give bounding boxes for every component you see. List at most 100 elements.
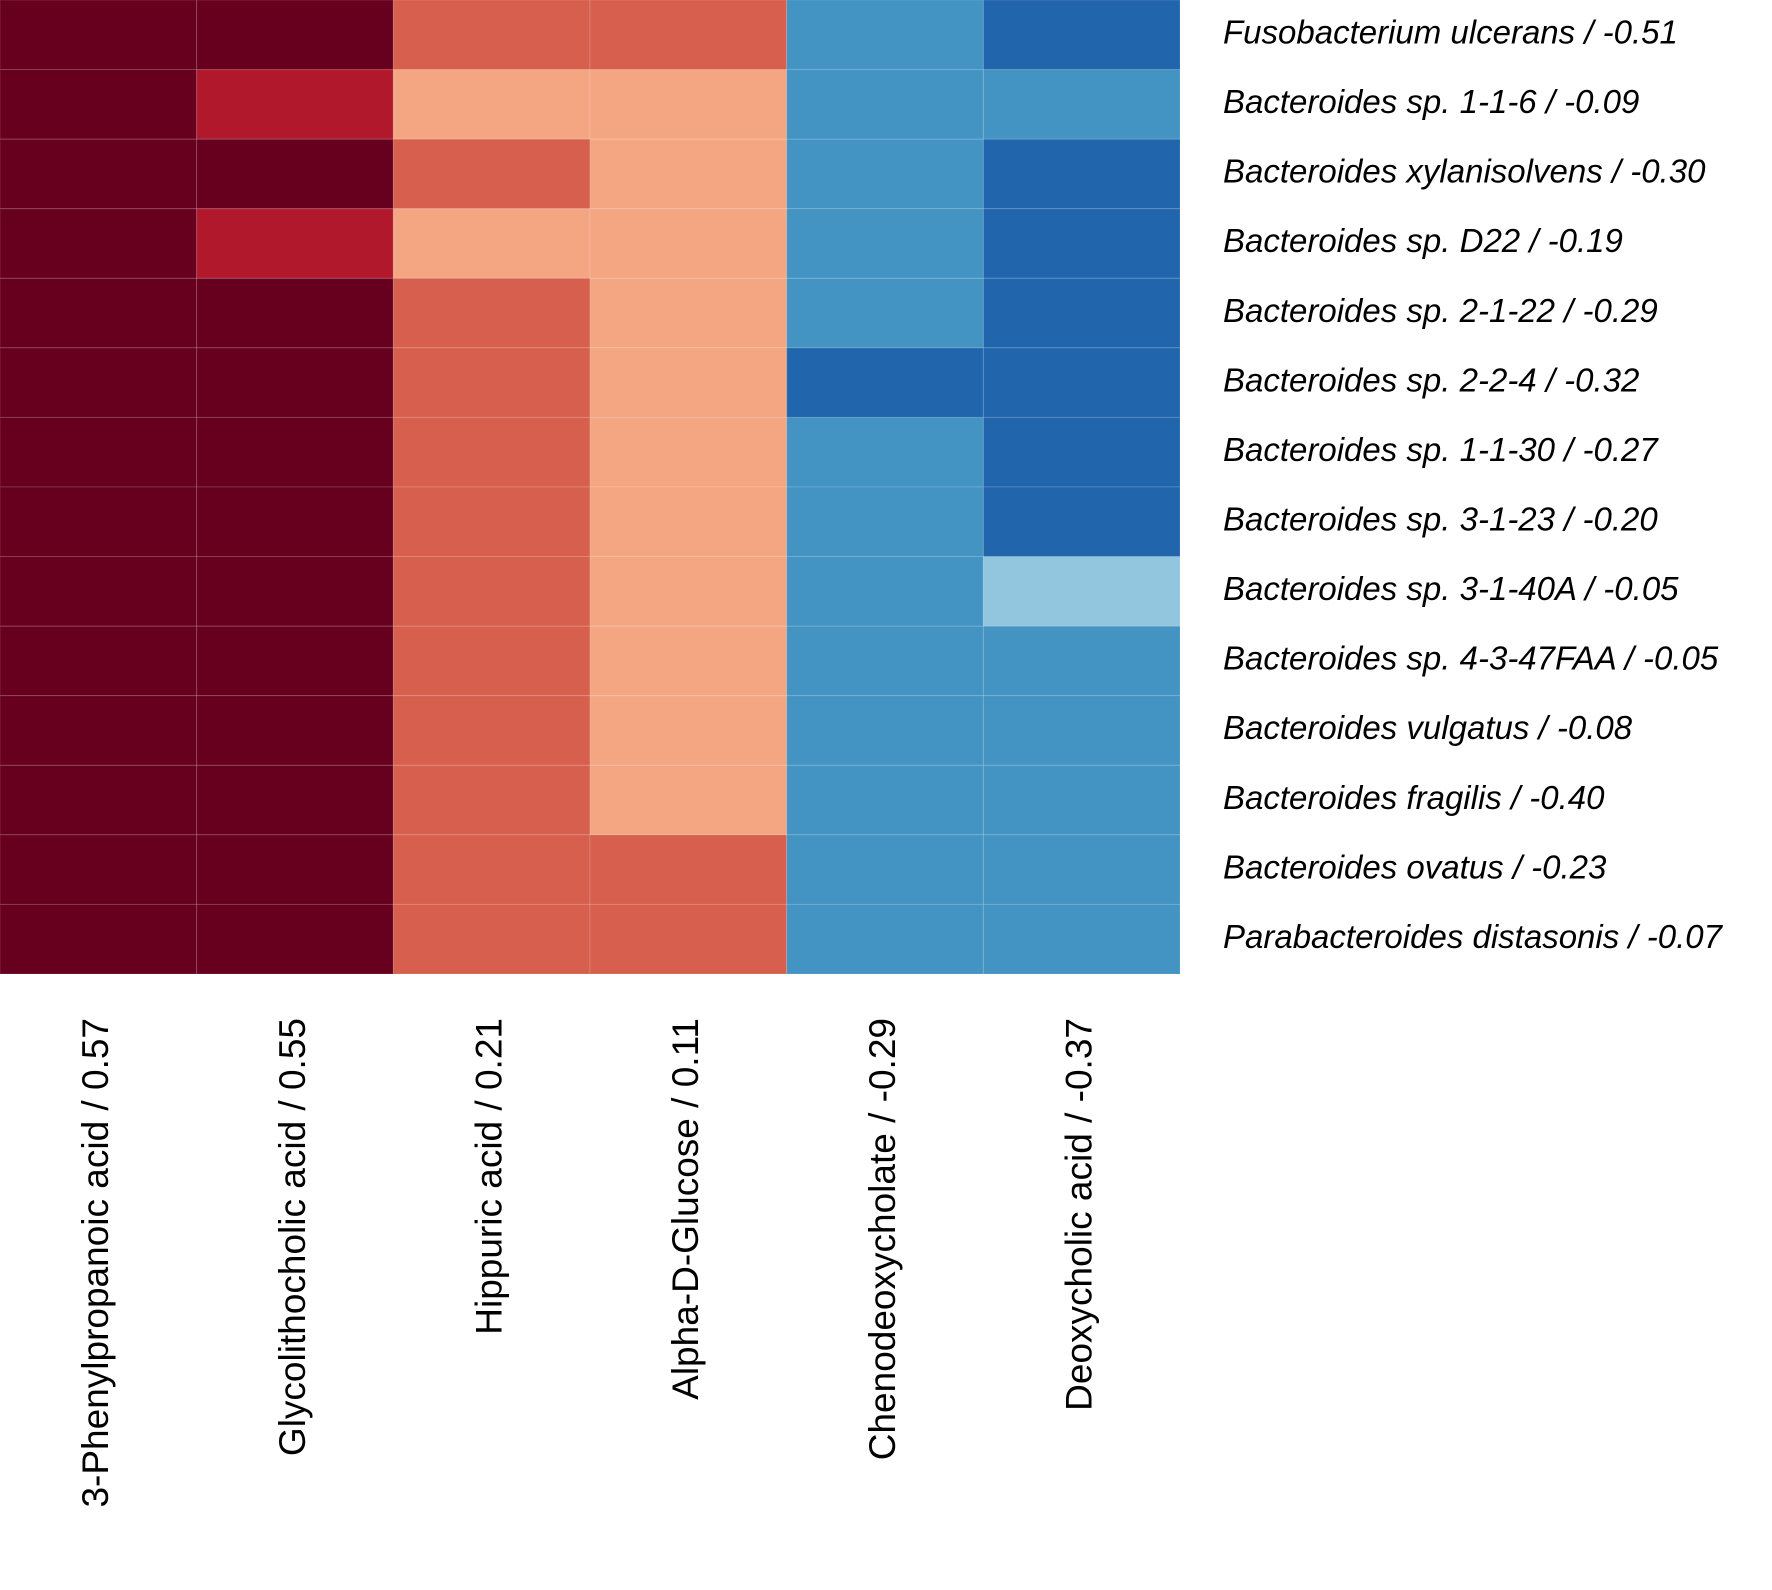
heatmap-cell: [589, 903, 788, 975]
heatmap-cell: [982, 556, 1181, 627]
heatmap-cell: [392, 208, 591, 279]
heatmap-cell: [982, 416, 1181, 488]
heatmap-cell: [196, 556, 394, 627]
heatmap-cell: [392, 69, 591, 140]
heatmap-cell: [392, 138, 591, 210]
heatmap-cell: [0, 903, 198, 975]
heatmap-cell: [0, 208, 198, 279]
heatmap-cell: [589, 138, 788, 210]
heatmap-cell: [392, 903, 591, 975]
heatmap-cell: [392, 834, 591, 905]
column-label: Chenodeoxycholate / -0.29: [862, 1018, 903, 1460]
heatmap-cells: [0, 0, 1181, 975]
heatmap-cell: [982, 0, 1181, 71]
heatmap-cell: [786, 138, 984, 210]
heatmap-cell: [392, 0, 591, 71]
column-label: Deoxycholic acid / -0.37: [1058, 1018, 1099, 1411]
heatmap-cell: [786, 834, 984, 905]
heatmap-cell: [786, 208, 984, 279]
row-label: Bacteroides sp. 1-1-6 / -0.09: [1223, 83, 1639, 120]
heatmap-cell: [196, 138, 394, 210]
heatmap-cell: [392, 277, 591, 349]
heatmap-cell: [0, 556, 198, 627]
heatmap-cell: [786, 764, 984, 836]
column-label: Alpha-D-Glucose / 0.11: [665, 1018, 706, 1400]
heatmap-cell: [982, 347, 1181, 418]
heatmap-cell: [982, 834, 1181, 905]
heatmap-cell: [196, 764, 394, 836]
heatmap-cell: [0, 486, 198, 558]
heatmap-cell: [982, 695, 1181, 766]
column-label: 3-Phenylpropanoic acid / 0.57: [75, 1018, 116, 1508]
heatmap-cell: [786, 277, 984, 349]
heatmap-cell: [589, 556, 788, 627]
heatmap-cell: [982, 138, 1181, 210]
column-label: Glycolithocholic acid / 0.55: [272, 1018, 313, 1456]
heatmap-cell: [786, 625, 984, 697]
heatmap-cell: [392, 486, 591, 558]
heatmap-cell: [196, 0, 394, 71]
heatmap-cell: [196, 416, 394, 488]
column-labels: 3-Phenylpropanoic acid / 0.57 Glycolithoc…: [75, 1018, 1099, 1508]
heatmap-cell: [392, 556, 591, 627]
heatmap-cell: [196, 903, 394, 975]
heatmap-cell: [196, 486, 394, 558]
heatmap-cell: [392, 416, 591, 488]
heatmap-cell: [786, 69, 984, 140]
heatmap-cell: [589, 416, 788, 488]
heatmap-cell: [982, 208, 1181, 279]
heatmap-cell: [786, 347, 984, 418]
heatmap-cell: [392, 695, 591, 766]
heatmap-cell: [196, 347, 394, 418]
heatmap-cell: [982, 69, 1181, 140]
heatmap-cell: [392, 625, 591, 697]
row-label: Bacteroides vulgatus / -0.08: [1223, 709, 1633, 746]
heatmap-cell: [786, 486, 984, 558]
heatmap-cell: [982, 903, 1181, 975]
heatmap-cell: [0, 347, 198, 418]
heatmap-cell: [0, 0, 198, 71]
heatmap-cell: [589, 695, 788, 766]
row-label: Bacteroides ovatus / -0.23: [1223, 848, 1607, 885]
heatmap-cell: [589, 764, 788, 836]
heatmap-cell: [196, 208, 394, 279]
row-label: Bacteroides sp. D22 / -0.19: [1223, 222, 1623, 259]
heatmap-cell: [982, 764, 1181, 836]
heatmap-cell: [196, 695, 394, 766]
heatmap-cell: [589, 208, 788, 279]
heatmap-cell: [589, 486, 788, 558]
heatmap-cell: [982, 486, 1181, 558]
heatmap-cell: [392, 764, 591, 836]
heatmap-cell: [589, 625, 788, 697]
heatmap-cell: [0, 69, 198, 140]
heatmap-cell: [786, 556, 984, 627]
row-label: Bacteroides fragilis / -0.40: [1223, 779, 1605, 816]
heatmap-cell: [589, 0, 788, 71]
row-label: Parabacteroides distasonis / -0.07: [1223, 918, 1724, 955]
heatmap-cell: [0, 695, 198, 766]
heatmap-cell: [0, 764, 198, 836]
heatmap-cell: [982, 277, 1181, 349]
heatmap-cell: [196, 834, 394, 905]
heatmap-cell: [196, 277, 394, 349]
heatmap-cell: [982, 625, 1181, 697]
heatmap-cell: [196, 625, 394, 697]
heatmap-cell: [0, 625, 198, 697]
heatmap-cell: [589, 834, 788, 905]
heatmap-cell: [786, 903, 984, 975]
heatmap-cell: [196, 69, 394, 140]
heatmap-cell: [0, 138, 198, 210]
heatmap-cell: [786, 0, 984, 71]
row-label: Bacteroides sp. 4-3-47FAA / -0.05: [1223, 640, 1719, 677]
row-label: Bacteroides sp. 2-1-22 / -0.29: [1223, 292, 1658, 329]
heatmap-cell: [786, 695, 984, 766]
row-label: Bacteroides sp. 2-2-4 / -0.32: [1223, 361, 1639, 398]
heatmap-cell: [0, 416, 198, 488]
row-label: Bacteroides xylanisolvens / -0.30: [1223, 153, 1706, 190]
row-labels: Fusobacterium ulcerans / -0.51 Bacteroide…: [1223, 14, 1724, 955]
heatmap-cell: [392, 347, 591, 418]
heatmap-cell: [589, 277, 788, 349]
column-label: Hippuric acid / 0.21: [468, 1018, 509, 1335]
heatmap-cell: [0, 834, 198, 905]
